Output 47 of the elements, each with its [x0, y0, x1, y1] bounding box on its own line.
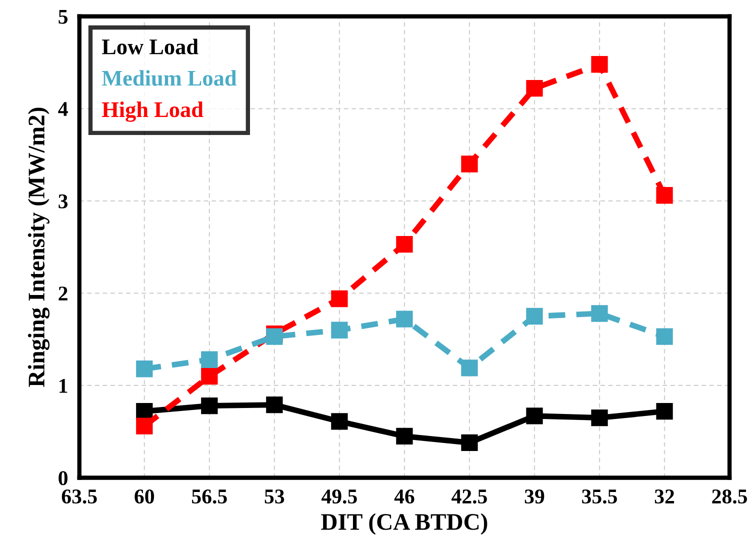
point — [461, 156, 478, 172]
point — [396, 310, 413, 328]
point — [526, 308, 543, 325]
x-tick-label: 56.5 — [192, 490, 227, 504]
point — [201, 397, 218, 414]
x-tick-label: 60 — [134, 489, 154, 504]
point — [396, 236, 413, 253]
y-tick-label: 2 — [58, 286, 68, 300]
y-tick-label: 0 — [58, 471, 68, 486]
point — [591, 305, 608, 322]
point — [656, 328, 673, 345]
y-tick-label: 5 — [58, 10, 68, 24]
point — [526, 80, 543, 97]
point — [266, 396, 283, 414]
text: High Load — [102, 102, 204, 122]
point — [331, 322, 348, 338]
y-tick-label: 1 — [60, 378, 68, 393]
point — [331, 290, 348, 308]
y-axis-title: Ringing Intensity (MW/m2) — [28, 108, 50, 388]
point — [331, 413, 348, 430]
point — [591, 409, 608, 426]
text: Low Load — [102, 38, 198, 54]
x-tick-label: 28.5 — [712, 489, 748, 504]
point — [266, 328, 283, 345]
y-tick-label: 4 — [58, 102, 68, 116]
x-tick-label: 49.5 — [322, 490, 357, 504]
point — [591, 56, 608, 73]
point — [461, 434, 478, 452]
x-tick-label: 32 — [654, 490, 674, 504]
x-tick-label: 63.5 — [62, 490, 97, 504]
x-tick-label: 42.5 — [452, 490, 487, 504]
point — [526, 408, 543, 424]
x-tick-label: 39 — [524, 490, 544, 504]
x-tick-label: 53 — [264, 490, 284, 504]
x-tick-label: 35.5 — [582, 490, 617, 504]
point — [136, 418, 153, 434]
point — [136, 360, 153, 378]
point — [461, 360, 478, 376]
y-tick-label: 3 — [58, 194, 68, 208]
x-axis-title: DIT (CA BTDC) — [321, 513, 488, 535]
point — [396, 428, 413, 445]
text: Medium Load — [102, 70, 237, 86]
point — [201, 351, 218, 368]
x-tick-label: 46 — [394, 490, 414, 504]
point — [656, 187, 673, 204]
point — [656, 402, 673, 420]
point — [201, 368, 218, 385]
